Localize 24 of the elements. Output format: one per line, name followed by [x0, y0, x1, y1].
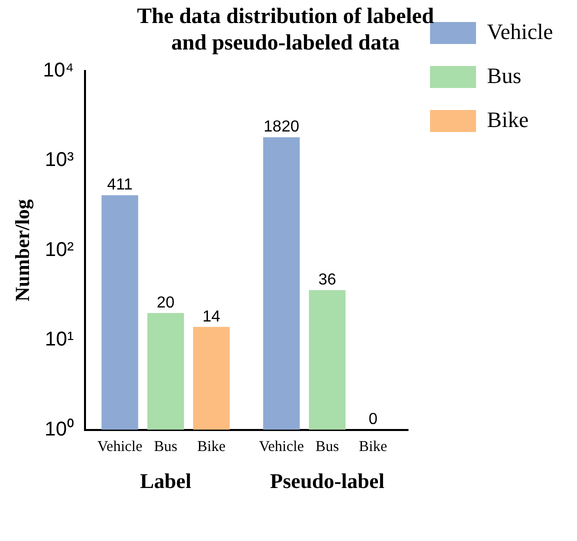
text: Bus [316, 439, 339, 456]
data-label: 1820 [264, 118, 300, 136]
y-tick-label: 10² [44, 238, 74, 261]
y-tick-label: 10³ [44, 149, 74, 172]
y-tick-label: 10⁰ [44, 417, 74, 440]
text: Vehicle [258, 439, 304, 456]
legend-label: Bus [487, 62, 522, 88]
data-label: 14 [202, 308, 220, 326]
data-label: 36 [318, 272, 336, 289]
data-label: 20 [156, 294, 175, 312]
y-tick-label: 10¹ [44, 328, 74, 351]
x-tick-label: Pseudo-label [270, 468, 385, 493]
text: Bus [154, 439, 178, 456]
y-axis-title: Number/log [12, 199, 34, 302]
chart-title: The data distribution of labeled and pseudo-labeled data [136, 2, 434, 54]
y-tick-label: 10⁴ [42, 59, 74, 82]
text: Bike [197, 439, 226, 456]
legend-label: Bike [487, 106, 529, 132]
legend-label: Vehicle [487, 18, 553, 44]
x-tick-label: Label [140, 468, 192, 493]
annotation: 0 [368, 411, 378, 428]
data-label: 411 [107, 176, 133, 194]
text: Vehicle [97, 439, 142, 456]
text: Bike [358, 439, 388, 456]
